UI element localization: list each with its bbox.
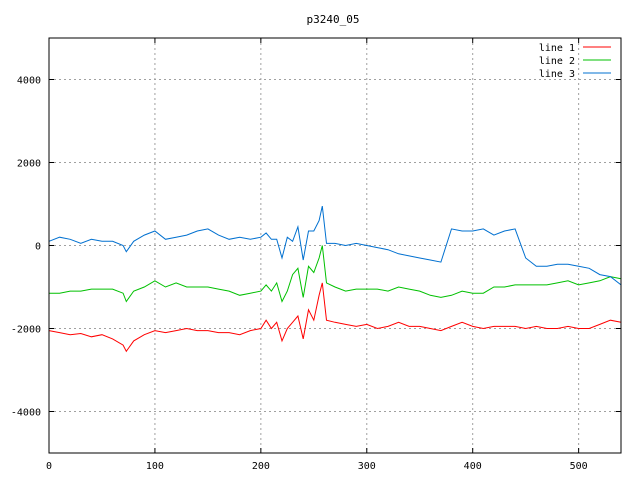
grid-lines	[49, 38, 621, 453]
axis-ticks: 0 100 200 300 400 500 -4000 -2000 0 2000 4000	[11, 38, 621, 472]
x-tick-label: 200	[252, 461, 270, 472]
y-tick-label: -4000	[11, 408, 41, 419]
x-tick-label: 100	[146, 461, 164, 472]
legend-label: line 3	[539, 69, 575, 80]
plot-frame	[48, 37, 622, 454]
x-tick-label: 0	[46, 461, 52, 472]
series-line-3	[48, 205, 622, 286]
legend: line 1 line 2 line 3	[539, 43, 611, 80]
series-line-1	[48, 282, 622, 353]
chart-title: p3240_05	[307, 13, 360, 26]
plot-area	[48, 205, 622, 353]
x-tick-label: 400	[464, 461, 482, 472]
legend-label: line 2	[539, 56, 575, 67]
y-tick-label: 0	[35, 242, 41, 253]
y-tick-label: 2000	[17, 159, 41, 170]
legend-label: line 1	[539, 43, 575, 54]
series-line-2	[49, 245, 622, 303]
y-tick-label: 4000	[17, 76, 41, 87]
x-tick-label: 500	[570, 461, 588, 472]
x-tick-label: 300	[358, 461, 376, 472]
y-tick-label: -2000	[11, 325, 41, 336]
